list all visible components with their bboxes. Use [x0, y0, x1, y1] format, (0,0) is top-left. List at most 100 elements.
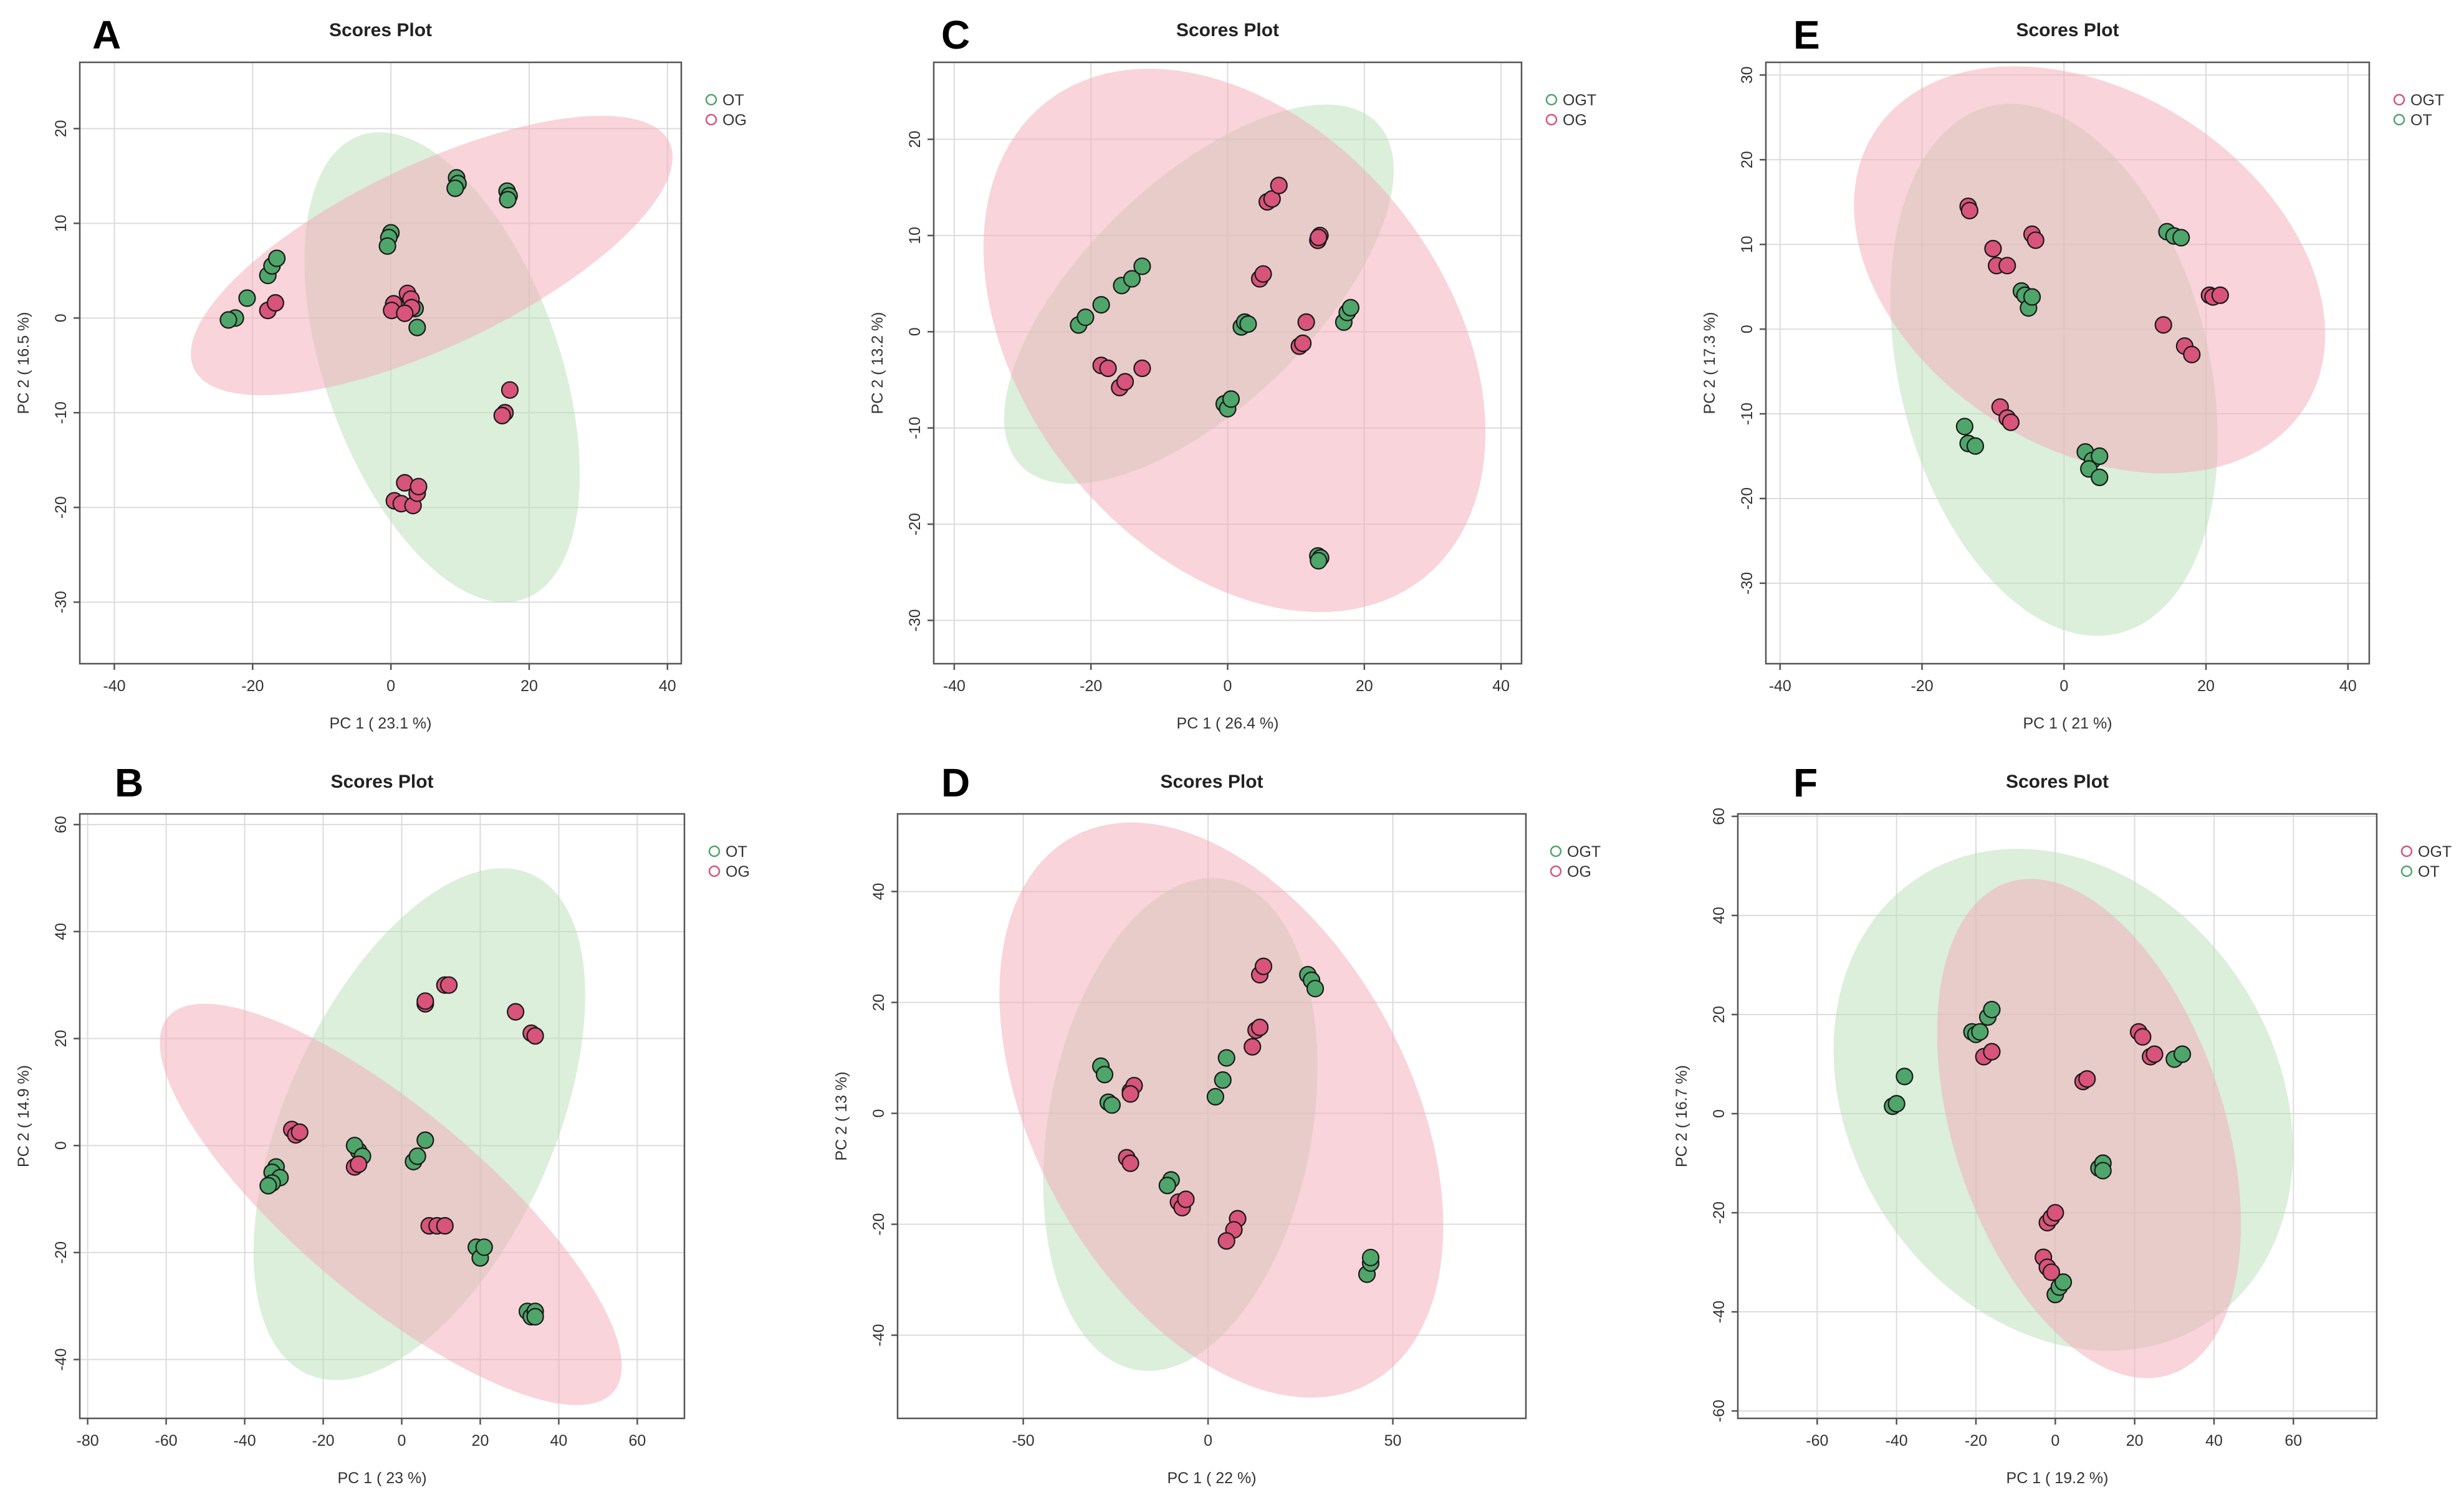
- y-tick-label: 0: [1738, 325, 1756, 333]
- x-tick-label: -20: [1080, 677, 1102, 695]
- point-ogt: [1960, 201, 1978, 219]
- panel-d: D Scores Plot -50 0 50 -40 -20 0 20 40 PC 1 ( 22 %…: [833, 760, 1601, 1487]
- point-og: [1254, 265, 1272, 283]
- point-ogt: [1158, 1177, 1176, 1195]
- point-ogt: [1361, 1248, 1380, 1267]
- point-ot: [408, 318, 426, 337]
- point-ot: [259, 1177, 277, 1195]
- point-ogt: [1103, 1096, 1121, 1114]
- point-og: [266, 294, 285, 312]
- point-ogt: [1095, 1066, 1114, 1084]
- legend-marker-ogt: [1550, 845, 1562, 858]
- point-og: [1116, 373, 1134, 391]
- point-og: [1121, 1154, 1139, 1172]
- legend-label: OG: [1563, 112, 1587, 129]
- x-tick-label: -40: [103, 677, 125, 695]
- y-tick-label: -10: [52, 401, 70, 424]
- y-tick-label: 0: [1710, 1109, 1728, 1118]
- y-tick-label: 40: [52, 923, 70, 940]
- legend-label: OT: [722, 92, 744, 109]
- x-tick-label: 0: [1224, 677, 1232, 695]
- x-tick-label: 0: [398, 1432, 406, 1450]
- point-ot: [1896, 1068, 1914, 1086]
- y-tick-label: -20: [1710, 1202, 1728, 1224]
- point-ot: [219, 311, 237, 329]
- x-axis-label: PC 1 ( 23.1 %): [330, 715, 432, 732]
- legend-marker-ot: [2393, 113, 2405, 126]
- legend-marker-ot: [708, 845, 721, 858]
- chart-title: Scores Plot: [1160, 772, 1263, 792]
- x-tick-label: -20: [1910, 677, 1933, 695]
- panel-letter: A: [92, 12, 121, 57]
- point-ot: [378, 237, 396, 255]
- point-ogt: [1984, 239, 2002, 258]
- panel-f: F Scores Plot -60 -40 -20 0 20 40 60 -60 -40 -20 0 20…: [1673, 760, 2452, 1487]
- y-tick-label: 10: [906, 227, 924, 244]
- legend-marker-og: [1550, 865, 1562, 877]
- y-tick-label: -40: [52, 1349, 70, 1371]
- legend-marker-ot: [2400, 865, 2413, 877]
- y-tick-label: 20: [906, 131, 924, 148]
- y-tick-label: -60: [1710, 1400, 1728, 1422]
- x-axis-label: PC 1 ( 19.2 %): [2006, 1469, 2109, 1487]
- plot-frame: [1765, 61, 2371, 665]
- legend-marker-og: [708, 865, 721, 877]
- ellipse-og: [191, 115, 673, 396]
- y-tick-label: -20: [1738, 487, 1756, 510]
- x-tick-label: -20: [312, 1432, 334, 1450]
- y-axis-label: PC 2 ( 16.7 %): [1673, 1065, 1690, 1167]
- y-tick-label: 10: [1738, 236, 1756, 253]
- legend-marker-og: [705, 113, 717, 126]
- point-og: [1099, 359, 1117, 378]
- point-og: [1270, 176, 1288, 194]
- point-og: [501, 381, 519, 399]
- ellipse-og: [999, 822, 1444, 1398]
- x-tick-label: 40: [1492, 677, 1510, 695]
- chart-title: Scores Plot: [329, 20, 432, 41]
- y-tick-label: 0: [52, 1141, 70, 1150]
- point-ogt: [1133, 257, 1151, 275]
- point-ogt: [1206, 1087, 1225, 1106]
- point-ot: [2094, 1162, 2112, 1180]
- plot-frame: [79, 813, 686, 1420]
- y-tick-label: -20: [906, 513, 924, 535]
- x-tick-label: -60: [1806, 1432, 1828, 1450]
- point-og: [1250, 1018, 1269, 1036]
- ellipse-og: [160, 1003, 622, 1405]
- point-ogt: [2078, 1070, 2096, 1088]
- y-tick-label: -20: [52, 1241, 70, 1264]
- x-axis-label: PC 1 ( 22 %): [1167, 1469, 1256, 1487]
- panel-letter: F: [1793, 760, 1818, 805]
- x-tick-label: -60: [155, 1432, 178, 1450]
- x-tick-label: 40: [550, 1432, 568, 1450]
- x-tick-label: 20: [1356, 677, 1373, 695]
- x-tick-label: 20: [472, 1432, 489, 1450]
- point-ogt: [1123, 270, 1141, 288]
- point-ogt: [1214, 1071, 1232, 1089]
- point-ot: [499, 191, 517, 209]
- point-og: [1217, 1232, 1235, 1250]
- point-ot: [416, 1131, 434, 1149]
- x-axis-label: PC 1 ( 23 %): [337, 1469, 426, 1487]
- x-tick-label: -40: [1886, 1432, 1908, 1450]
- y-tick-label: 20: [52, 1030, 70, 1048]
- point-ot: [2172, 229, 2190, 247]
- panel-c: C Scores Plot -40 -20 0 20 40 -30 -20 -10 0 10 20 PC …: [869, 12, 1596, 732]
- point-ogt: [1306, 980, 1325, 998]
- y-tick-label: -10: [906, 417, 924, 439]
- x-tick-label: -40: [1769, 677, 1791, 695]
- y-tick-label: 60: [52, 816, 70, 833]
- x-tick-label: 60: [629, 1432, 646, 1450]
- chart-title: Scores Plot: [1176, 20, 1279, 41]
- y-tick-label: 60: [1710, 808, 1728, 825]
- plot-frame: [1737, 813, 2378, 1420]
- point-ot: [408, 1147, 426, 1165]
- y-tick-label: -30: [1738, 572, 1756, 595]
- y-tick-label: -40: [1710, 1301, 1728, 1323]
- point-og: [410, 477, 428, 495]
- x-tick-label: 40: [2205, 1432, 2223, 1450]
- x-tick-label: 0: [2051, 1432, 2059, 1450]
- legend-label: OT: [2410, 112, 2432, 129]
- legend-label: OGT: [2418, 843, 2452, 861]
- y-tick-label: 20: [1738, 151, 1756, 168]
